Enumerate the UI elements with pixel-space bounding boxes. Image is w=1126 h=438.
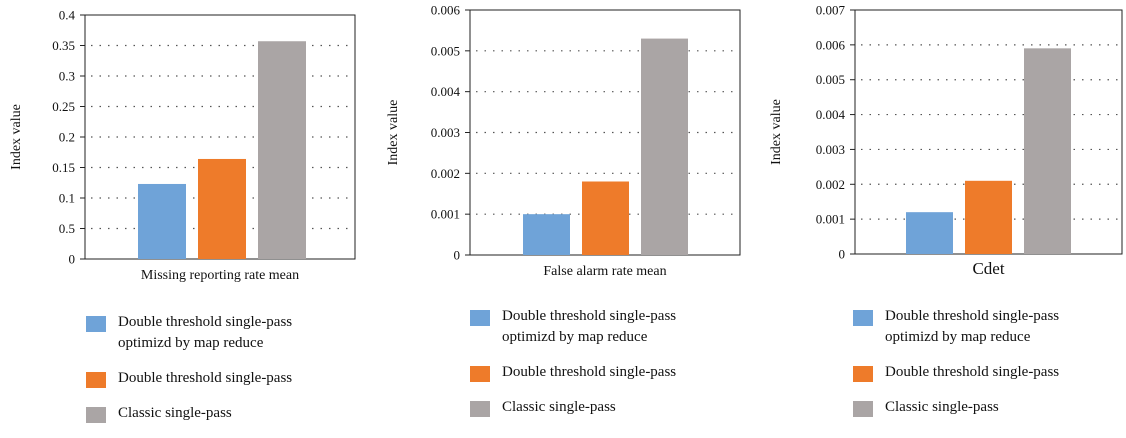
bar-2 <box>198 158 246 259</box>
legend-item: Double threshold single-pass optimizd by … <box>86 312 376 354</box>
legend-label-line: Classic single-pass <box>502 399 616 415</box>
chart-3: 0 0.001 0.002 0.003 0.004 0.005 0.006 0.007 Cdet… <box>769 3 1123 278</box>
y-tick-label: 0.007 <box>816 3 846 18</box>
y-tick-label: 0.003 <box>816 142 845 157</box>
legend-swatch <box>86 407 106 423</box>
legend-label-line: Double threshold single-pass <box>502 308 677 324</box>
y-tick-label: 0.002 <box>816 177 845 192</box>
legend-label: Double threshold single-pass <box>118 368 292 389</box>
legend-label-line: optimizd by map reduce <box>118 335 264 351</box>
bar-2 <box>582 181 629 255</box>
y-tick-label: 0.002 <box>431 166 460 181</box>
legend-swatch <box>470 401 490 417</box>
legend-swatch <box>86 372 106 388</box>
legend-label: Classic single-pass <box>502 397 616 418</box>
y-tick-label: 0.001 <box>816 212 845 227</box>
legend-label-line: Double threshold single-pass <box>118 370 293 386</box>
bar-1 <box>523 214 570 255</box>
y-tick-label: 0.3 <box>59 69 75 84</box>
legend-item: Double threshold single-pass <box>86 368 376 389</box>
y-tick-label: 0.5 <box>59 221 75 236</box>
chart-1: 0 0.5 0.1 0.15 0.2 0.25 0.3 0.35 0.4 Missing repo… <box>9 8 356 283</box>
legend-label-line: Double threshold single-pass <box>885 308 1060 324</box>
legend-1: Double threshold single-pass optimizd by … <box>86 312 376 438</box>
y-axis-label: Index value <box>386 100 401 166</box>
bar-3 <box>641 38 688 256</box>
legend-item: Classic single-pass <box>86 403 376 424</box>
x-category-label: Cdet <box>972 259 1004 278</box>
bar-2 <box>965 180 1012 254</box>
legend-2: Double threshold single-pass optimizd by … <box>470 306 760 432</box>
legend-item: Double threshold single-pass optimizd by … <box>853 306 1126 348</box>
y-tick-label: 0.001 <box>431 207 460 222</box>
legend-label-line: Double threshold single-pass <box>885 364 1060 380</box>
legend-label: Double threshold single-pass optimizd by … <box>502 306 676 348</box>
legend-swatch <box>853 310 873 326</box>
legend-item: Classic single-pass <box>853 397 1126 418</box>
y-tick-label: 0.2 <box>59 130 75 145</box>
legend-3: Double threshold single-pass optimizd by … <box>853 306 1126 432</box>
legend-label: Double threshold single-pass <box>502 362 676 383</box>
y-tick-label: 0.003 <box>431 125 460 140</box>
y-tick-label: 0.35 <box>52 38 75 53</box>
legend-label: Classic single-pass <box>885 397 999 418</box>
y-tick-label: 0.005 <box>816 72 845 87</box>
bar-3 <box>258 41 306 260</box>
y-axis-label: Index value <box>9 104 24 170</box>
legend-swatch <box>470 366 490 382</box>
legend-label-line: Classic single-pass <box>885 399 999 415</box>
bar-3 <box>1024 48 1071 254</box>
legend-item: Classic single-pass <box>470 397 760 418</box>
legend-label-line: Double threshold single-pass <box>502 364 677 380</box>
legend-label: Classic single-pass <box>118 403 232 424</box>
y-tick-label: 0 <box>69 252 76 267</box>
bar-1 <box>906 212 953 254</box>
legend-label: Double threshold single-pass <box>885 362 1059 383</box>
y-tick-label: 0.25 <box>52 99 75 114</box>
bar-1 <box>138 183 186 259</box>
legend-label-line: optimizd by map reduce <box>885 329 1031 345</box>
x-category-label: Missing reporting rate mean <box>141 268 299 283</box>
charts-canvas: 0 0.5 0.1 0.15 0.2 0.25 0.3 0.35 0.4 Missing repo… <box>9 3 1123 283</box>
x-category-label: False alarm rate mean <box>543 264 666 279</box>
y-tick-label: 0 <box>454 248 461 263</box>
legend-swatch <box>853 401 873 417</box>
legend-swatch <box>853 366 873 382</box>
y-tick-label: 0 <box>839 247 846 262</box>
y-tick-label: 0.005 <box>431 43 460 58</box>
y-tick-label: 0.006 <box>816 37 846 52</box>
y-tick-label: 0.004 <box>431 84 461 99</box>
legend-label-line: optimizd by map reduce <box>502 329 648 345</box>
legend-label-line: Double threshold single-pass <box>118 314 293 330</box>
legend-label-line: Classic single-pass <box>118 405 232 421</box>
legend-swatch <box>470 310 490 326</box>
chart-2: 0 0.001 0.002 0.003 0.004 0.005 0.006 False ala… <box>386 3 741 279</box>
y-tick-label: 0.1 <box>59 191 75 206</box>
legend-item: Double threshold single-pass <box>853 362 1126 383</box>
y-axis-label: Index value <box>769 99 784 165</box>
legend-item: Double threshold single-pass optimizd by … <box>470 306 760 348</box>
y-tick-label: 0.4 <box>59 8 76 23</box>
y-tick-label: 0.004 <box>816 107 846 122</box>
legend-item: Double threshold single-pass <box>470 362 760 383</box>
legend-swatch <box>86 316 106 332</box>
y-tick-label: 0.006 <box>431 3 461 18</box>
y-tick-label: 0.15 <box>52 160 75 175</box>
legend-label: Double threshold single-pass optimizd by … <box>885 306 1059 348</box>
legend-label: Double threshold single-pass optimizd by … <box>118 312 292 354</box>
